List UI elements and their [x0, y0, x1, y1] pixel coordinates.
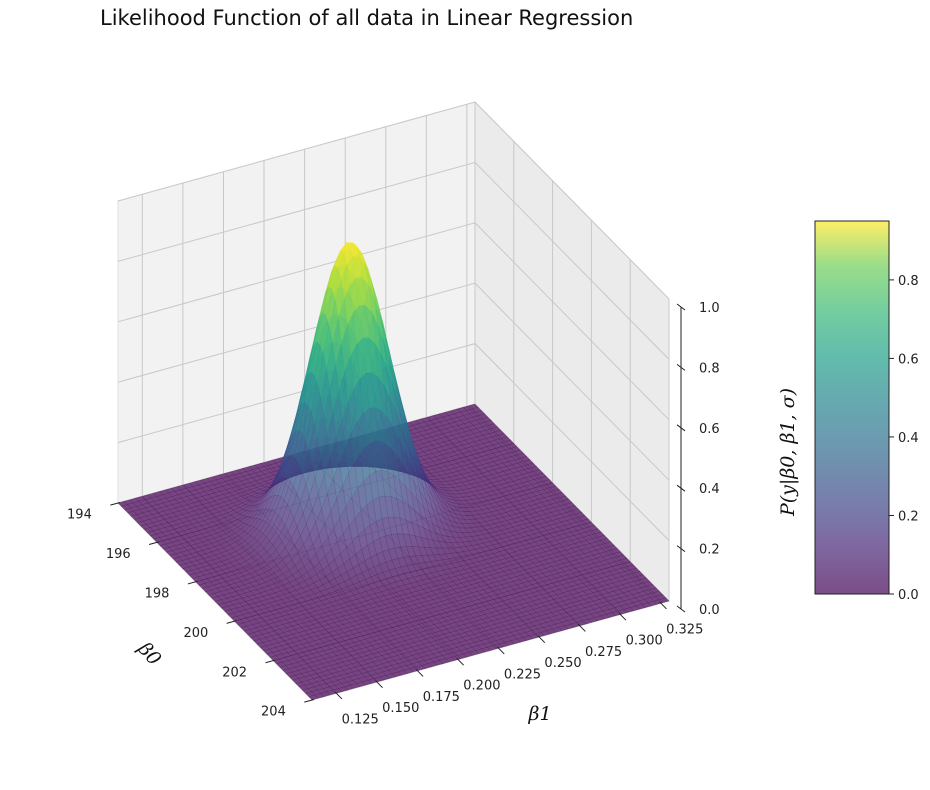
- beta0-tick-label: 204: [261, 705, 286, 720]
- beta1-tick-label: 0.125: [342, 712, 379, 727]
- grid-line-z: [117, 161, 670, 360]
- grid-line-z: [117, 101, 670, 300]
- beta0-tick-label: 202: [222, 665, 247, 680]
- beta1-tick-label: 0.300: [626, 634, 663, 649]
- z-tick-label: 0.8: [699, 361, 720, 376]
- z-tick-label: 0.0: [699, 603, 720, 618]
- beta1-tick-label: 0.250: [544, 656, 581, 671]
- beta0-tick-mark: [304, 698, 315, 703]
- colorbar: 0.0 0.2 0.4 0.6 0.8: [814, 220, 919, 603]
- surface-patch: [629, 605, 640, 612]
- beta0-tick-label: 194: [67, 508, 92, 523]
- beta1-tick-label: 0.275: [585, 645, 622, 660]
- beta1-axis-label: β1: [527, 703, 551, 725]
- beta0-tick-label: 200: [183, 626, 208, 641]
- likelihood-surface: [117, 242, 670, 701]
- chart-title: Likelihood Function of all data in Linea…: [100, 6, 634, 30]
- z-tick-label: 1.0: [699, 301, 720, 316]
- grid-line-z: [117, 222, 670, 421]
- z-tick-label: 0.2: [699, 543, 720, 558]
- grid-line-z: [117, 282, 670, 481]
- beta0-tick-label: 198: [145, 586, 170, 601]
- surface-patch: [641, 602, 652, 608]
- surface-patch: [659, 597, 670, 603]
- z-axis-label: P(y|β0, β1, σ): [777, 388, 799, 517]
- surface-patch: [617, 609, 628, 615]
- z-axis: 0.0 0.2 0.4 0.6 0.8 1.0: [676, 301, 720, 618]
- beta1-tick-label: 0.175: [423, 690, 460, 705]
- z-tick-label: 0.6: [699, 422, 720, 437]
- beta1-tick-label: 0.200: [463, 679, 500, 694]
- beta1-tick-label: 0.150: [382, 701, 419, 716]
- colorbar-tick-label: 0.8: [898, 274, 919, 289]
- z-tick-label: 0.4: [699, 482, 720, 497]
- beta0-axis-label: β0: [133, 637, 165, 670]
- colorbar-tick-label: 0.2: [898, 509, 919, 524]
- colorbar-tick-label: 0.0: [898, 588, 919, 603]
- colorbar-gradient: [814, 220, 890, 595]
- colorbar-tick-label: 0.6: [898, 352, 919, 367]
- grid-line-z: [117, 343, 670, 541]
- beta0-tick-label: 196: [106, 547, 131, 562]
- beta1-tick-label: 0.325: [666, 622, 703, 637]
- beta1-tick-label: 0.225: [504, 667, 541, 682]
- colorbar-tick-label: 0.4: [898, 431, 919, 446]
